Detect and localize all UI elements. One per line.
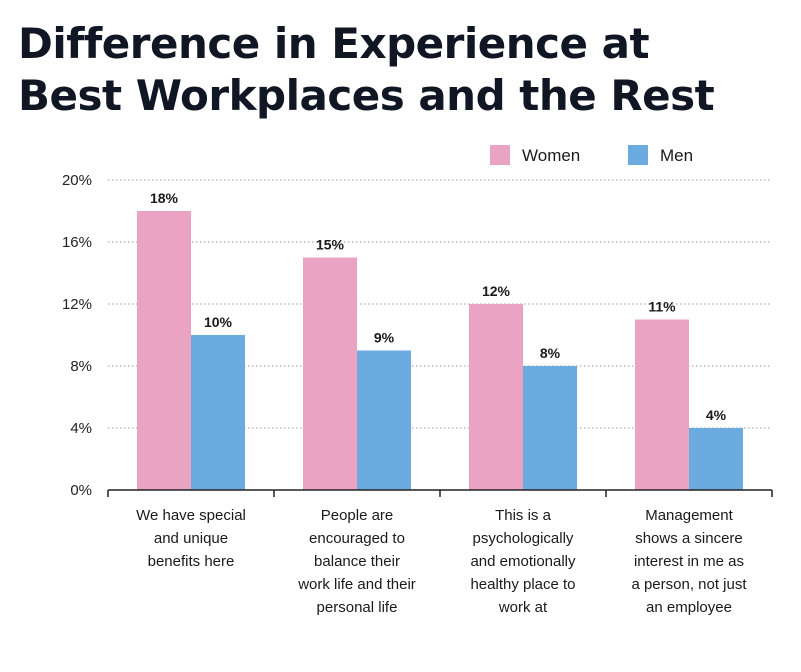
data-label-men: 4%: [706, 407, 727, 423]
bar-women: [303, 257, 357, 490]
bar-men: [523, 366, 577, 490]
data-label-men: 10%: [204, 314, 233, 330]
bar-men: [689, 428, 743, 490]
bar-women: [635, 319, 689, 490]
category-label: People are encouraged to balance their work…: [297, 507, 416, 616]
data-label-men: 9%: [374, 330, 395, 346]
y-axis-ticks: 0% 4% 8% 12% 16% 20%: [62, 172, 92, 499]
bar-men: [357, 350, 411, 490]
legend: Women Men: [490, 145, 693, 165]
legend-label-men: Men: [660, 146, 693, 165]
data-label-men: 8%: [540, 345, 561, 361]
data-label-women: 11%: [648, 299, 676, 315]
category-label: Management shows a sincere interest in me …: [631, 507, 747, 616]
data-labels: 18% 15% 12% 11% 10% 9% 8% 4%: [150, 190, 727, 423]
category-labels: We have special and unique benefits here Pe…: [136, 507, 747, 616]
bar-men: [191, 335, 245, 490]
y-tick-label: 4%: [70, 420, 92, 437]
y-tick-label: 20%: [62, 172, 92, 189]
legend-label-women: Women: [522, 146, 580, 165]
bars: [137, 211, 743, 490]
y-tick-label: 16%: [62, 234, 92, 251]
bar-women: [137, 211, 191, 490]
category-label: This is a psychologically and emotionally h…: [470, 507, 576, 616]
legend-swatch-men: [628, 145, 648, 165]
legend-swatch-women: [490, 145, 510, 165]
y-tick-label: 8%: [70, 358, 92, 375]
data-label-women: 18%: [150, 190, 179, 206]
data-label-women: 12%: [482, 283, 511, 299]
category-label: We have special and unique benefits here: [136, 507, 246, 570]
chart-title-line-1: Difference in Experience at: [18, 19, 650, 68]
chart-title: Difference in Experience at Best Workpla…: [18, 18, 715, 122]
y-tick-label: 0%: [70, 482, 92, 499]
y-tick-label: 12%: [62, 296, 92, 313]
bar-women: [469, 304, 523, 490]
data-label-women: 15%: [316, 237, 345, 253]
chart-title-line-2: Best Workplaces and the Rest: [18, 71, 715, 120]
x-axis: [107, 489, 773, 497]
